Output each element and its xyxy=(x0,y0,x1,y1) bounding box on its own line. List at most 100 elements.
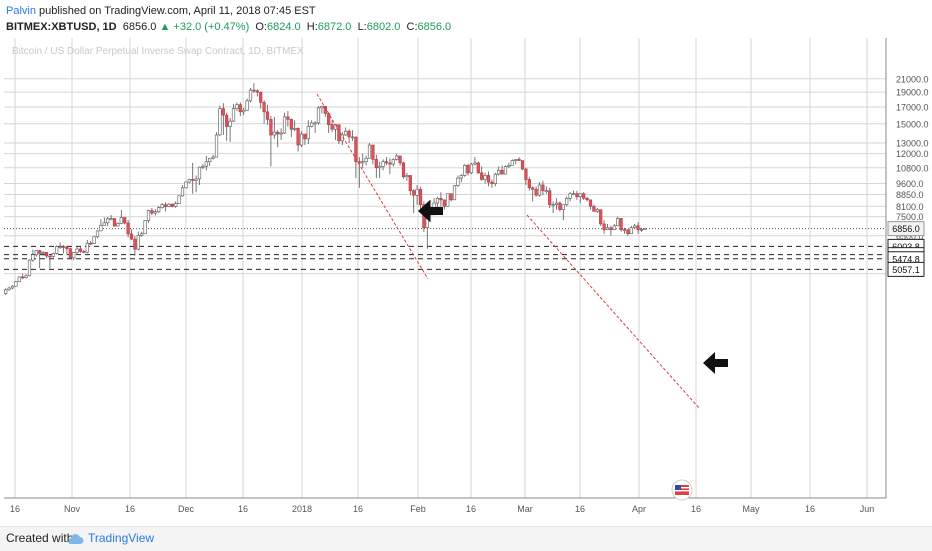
time-tick-label: Apr xyxy=(632,504,646,514)
candle xyxy=(296,127,300,152)
author-link[interactable]: Palvin xyxy=(6,5,36,17)
candle xyxy=(643,228,647,230)
candle xyxy=(578,193,582,204)
price-tick-label: 8850.0 xyxy=(896,190,924,200)
candle xyxy=(629,225,633,235)
candle xyxy=(452,184,457,201)
tradingview-link[interactable]: TradingView xyxy=(88,531,155,545)
created-with-text: Created with xyxy=(6,531,74,545)
candle xyxy=(561,204,565,221)
candle xyxy=(344,127,348,136)
candle xyxy=(214,132,219,158)
candle xyxy=(320,105,324,114)
candle xyxy=(10,285,15,290)
candle xyxy=(412,189,416,214)
candle xyxy=(490,179,494,188)
candle xyxy=(204,155,208,171)
price-tick-label: 15000.0 xyxy=(896,119,929,129)
candle xyxy=(585,196,589,202)
candle xyxy=(276,130,280,148)
candle xyxy=(449,193,453,202)
candle xyxy=(293,120,297,132)
candle xyxy=(75,247,79,254)
candle xyxy=(558,201,562,212)
candle xyxy=(442,199,446,210)
candle xyxy=(119,209,123,224)
time-axis[interactable]: 16 Nov 16 Dec 16 2018 16 Feb 16 Mar 16 Apr 16 May 16 Ju… xyxy=(4,497,886,514)
candle xyxy=(503,165,508,175)
close-label: C: xyxy=(406,21,418,33)
candle xyxy=(575,190,579,200)
candle xyxy=(486,171,491,187)
candle xyxy=(476,161,480,175)
candle xyxy=(72,252,76,261)
price-chart[interactable]: Bitcoin / US Dollar Perpetual Inverse Sw… xyxy=(0,36,932,526)
candle xyxy=(633,223,637,229)
candle xyxy=(89,241,93,246)
time-tick-label: Dec xyxy=(178,504,195,514)
candle xyxy=(473,157,477,166)
price-tick-label: 21000.0 xyxy=(896,74,929,84)
candle xyxy=(265,104,270,125)
candle xyxy=(201,164,205,170)
candle xyxy=(231,103,236,123)
candle xyxy=(211,154,215,160)
price-change: ▲ +32.0 (+0.47%) xyxy=(159,21,250,33)
candle xyxy=(565,196,569,207)
candle xyxy=(466,164,470,176)
candle xyxy=(180,184,185,197)
candle xyxy=(524,167,528,185)
downtrend-line-2[interactable] xyxy=(526,214,700,409)
candle xyxy=(248,87,253,103)
candle xyxy=(191,162,195,194)
candle xyxy=(197,166,202,185)
candle xyxy=(388,158,392,175)
last-price: 6856.0 xyxy=(122,21,157,33)
candle xyxy=(347,129,351,143)
candle xyxy=(167,203,171,207)
candle xyxy=(269,115,273,167)
candle xyxy=(38,249,42,269)
event-badge[interactable] xyxy=(671,479,693,501)
candle xyxy=(364,155,368,166)
low-label: L: xyxy=(357,21,367,33)
candle xyxy=(391,158,395,167)
downtrend-line-1[interactable] xyxy=(316,93,429,280)
time-tick-label: Nov xyxy=(64,504,81,514)
time-tick-label: 2018 xyxy=(292,504,312,514)
candle xyxy=(616,216,620,227)
annotation-arrows xyxy=(418,200,728,374)
candle xyxy=(218,105,222,136)
candle xyxy=(548,187,552,208)
candle xyxy=(58,242,62,249)
candle xyxy=(381,159,385,171)
candle xyxy=(418,186,423,210)
candle xyxy=(371,144,375,165)
low-value: 6802.0 xyxy=(366,21,401,33)
candle xyxy=(554,198,559,210)
candle xyxy=(480,166,484,181)
candle xyxy=(531,186,535,202)
footer: Created with TradingView xyxy=(0,526,932,551)
price-tick-label: 17000.0 xyxy=(896,103,929,113)
candle xyxy=(116,222,120,227)
price-axis[interactable]: 21000.0 19000.0 17000.0 15000.0 13000.012000… xyxy=(885,38,929,498)
candle xyxy=(313,121,317,134)
candle xyxy=(225,112,229,141)
publish-line: Palvin published on TradingView.com, Apr… xyxy=(6,5,316,17)
time-tick-label: Mar xyxy=(517,504,533,514)
candle xyxy=(588,199,593,210)
candle xyxy=(299,131,304,148)
candle xyxy=(354,136,358,179)
high-value: 6872.0 xyxy=(317,21,352,33)
candle xyxy=(163,202,168,212)
symbol-label[interactable]: BITMEX:XBTUSD, 1D xyxy=(6,21,117,33)
candle xyxy=(310,120,314,128)
candle xyxy=(517,157,521,161)
candle xyxy=(21,273,25,280)
candle xyxy=(500,165,504,175)
candle xyxy=(568,192,572,202)
candle xyxy=(534,186,538,197)
close-value: 6856.0 xyxy=(417,21,452,33)
open-label: O: xyxy=(255,21,267,33)
